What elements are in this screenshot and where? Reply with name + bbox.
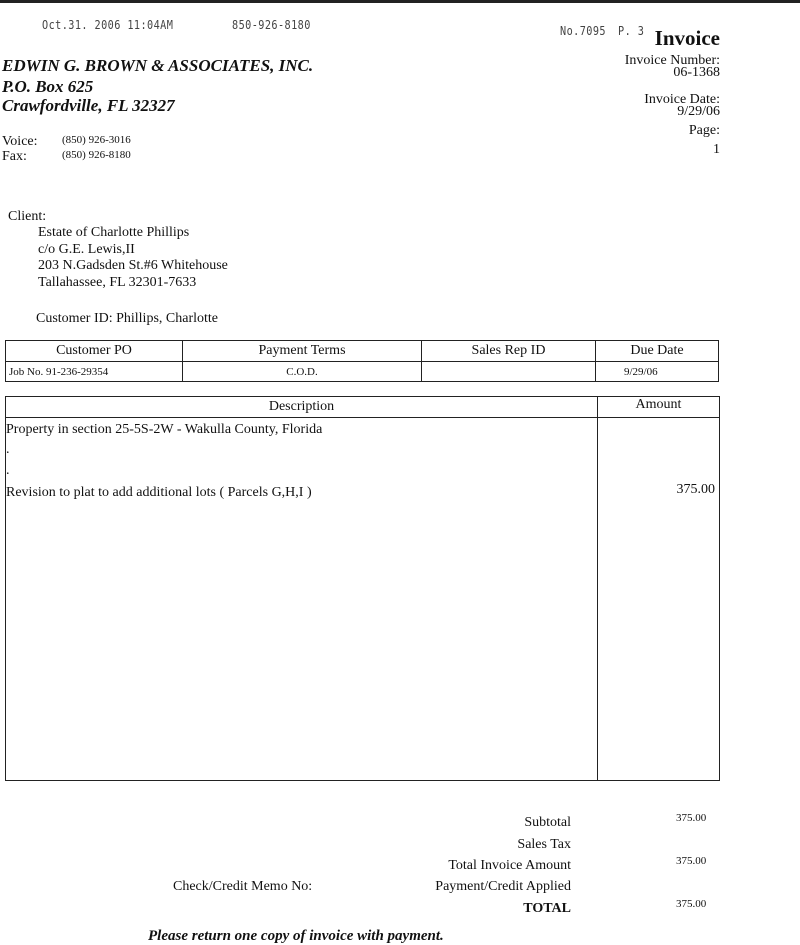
- header-description: Description: [268, 399, 335, 414]
- header-amount: Amount: [635, 397, 682, 412]
- due-date-value: 9/29/06: [595, 361, 719, 382]
- company-address2: Crawfordville, FL 32327: [2, 96, 175, 115]
- client-line: 203 N.Gadsden St.#6 Whitehouse: [38, 258, 228, 273]
- invoice-date-label: Invoice Date:: [644, 92, 720, 107]
- total-invoice-label: Total Invoice Amount: [448, 858, 571, 873]
- check-memo-label: Check/Credit Memo No:: [173, 879, 313, 894]
- header-due-date: Due Date: [595, 340, 719, 362]
- fax-number-value: (850) 926-8180: [62, 149, 131, 161]
- item-description: Property in section 25-5S-2W - Wakulla C…: [6, 422, 323, 437]
- fax-datetime: Oct.31. 2006 11:04AM: [42, 18, 174, 32]
- terms-table: Customer PO Payment Terms Sales Rep ID D…: [5, 340, 719, 382]
- voice-number: (850) 926-3016: [62, 134, 131, 146]
- total-label: TOTAL: [523, 901, 571, 916]
- header-payment-terms: Payment Terms: [182, 340, 422, 362]
- item-description: Revision to plat to add additional lots …: [6, 485, 312, 500]
- total-invoice-value: 375.00: [676, 855, 707, 867]
- invoice-date: 9/29/06: [677, 104, 720, 119]
- voice-label: Voice:: [2, 134, 38, 149]
- customer-id: Customer ID: Phillips, Charlotte: [36, 311, 218, 326]
- item-description: .: [6, 463, 10, 478]
- invoice-number: 06-1368: [673, 65, 720, 80]
- fax-page: P. 3: [618, 24, 645, 38]
- page-number: 1: [713, 142, 720, 157]
- scan-edge: [0, 0, 800, 3]
- column-divider: [597, 397, 598, 780]
- fax-number: No.7095: [560, 24, 606, 38]
- invoice-number-label: Invoice Number:: [624, 53, 720, 68]
- payment-terms-value: C.O.D.: [182, 361, 422, 382]
- company-address1: P.O. Box 625: [2, 77, 94, 96]
- subtotal-label: Subtotal: [524, 815, 571, 830]
- payment-credit-label: Payment/Credit Applied: [435, 879, 571, 894]
- items-table: Description Amount Property in section 2…: [5, 396, 720, 781]
- item-description: .: [6, 442, 10, 457]
- total-value: 375.00: [676, 898, 707, 910]
- header-sales-rep-id: Sales Rep ID: [421, 340, 596, 362]
- sales-tax-label: Sales Tax: [517, 837, 571, 852]
- header-divider: [6, 417, 719, 418]
- customer-po-value: Job No. 91-236-29354: [5, 361, 183, 382]
- fax-phone: 850-926-8180: [232, 18, 311, 32]
- header-customer-po: Customer PO: [5, 340, 183, 362]
- sales-rep-value: [421, 361, 596, 382]
- client-line: Estate of Charlotte Phillips: [38, 225, 190, 240]
- fax-label: Fax:: [2, 149, 27, 164]
- client-label: Client:: [8, 209, 47, 224]
- client-line: Tallahassee, FL 32301-7633: [38, 275, 197, 290]
- page-label: Page:: [688, 123, 720, 138]
- item-amount: 375.00: [676, 482, 716, 497]
- company-name: EDWIN G. BROWN & ASSOCIATES, INC.: [2, 56, 314, 75]
- invoice-title: Invoice: [654, 26, 720, 50]
- footer-note: Please return one copy of invoice with p…: [148, 928, 444, 944]
- subtotal-value: 375.00: [676, 812, 707, 824]
- client-line: c/o G.E. Lewis,II: [38, 242, 135, 257]
